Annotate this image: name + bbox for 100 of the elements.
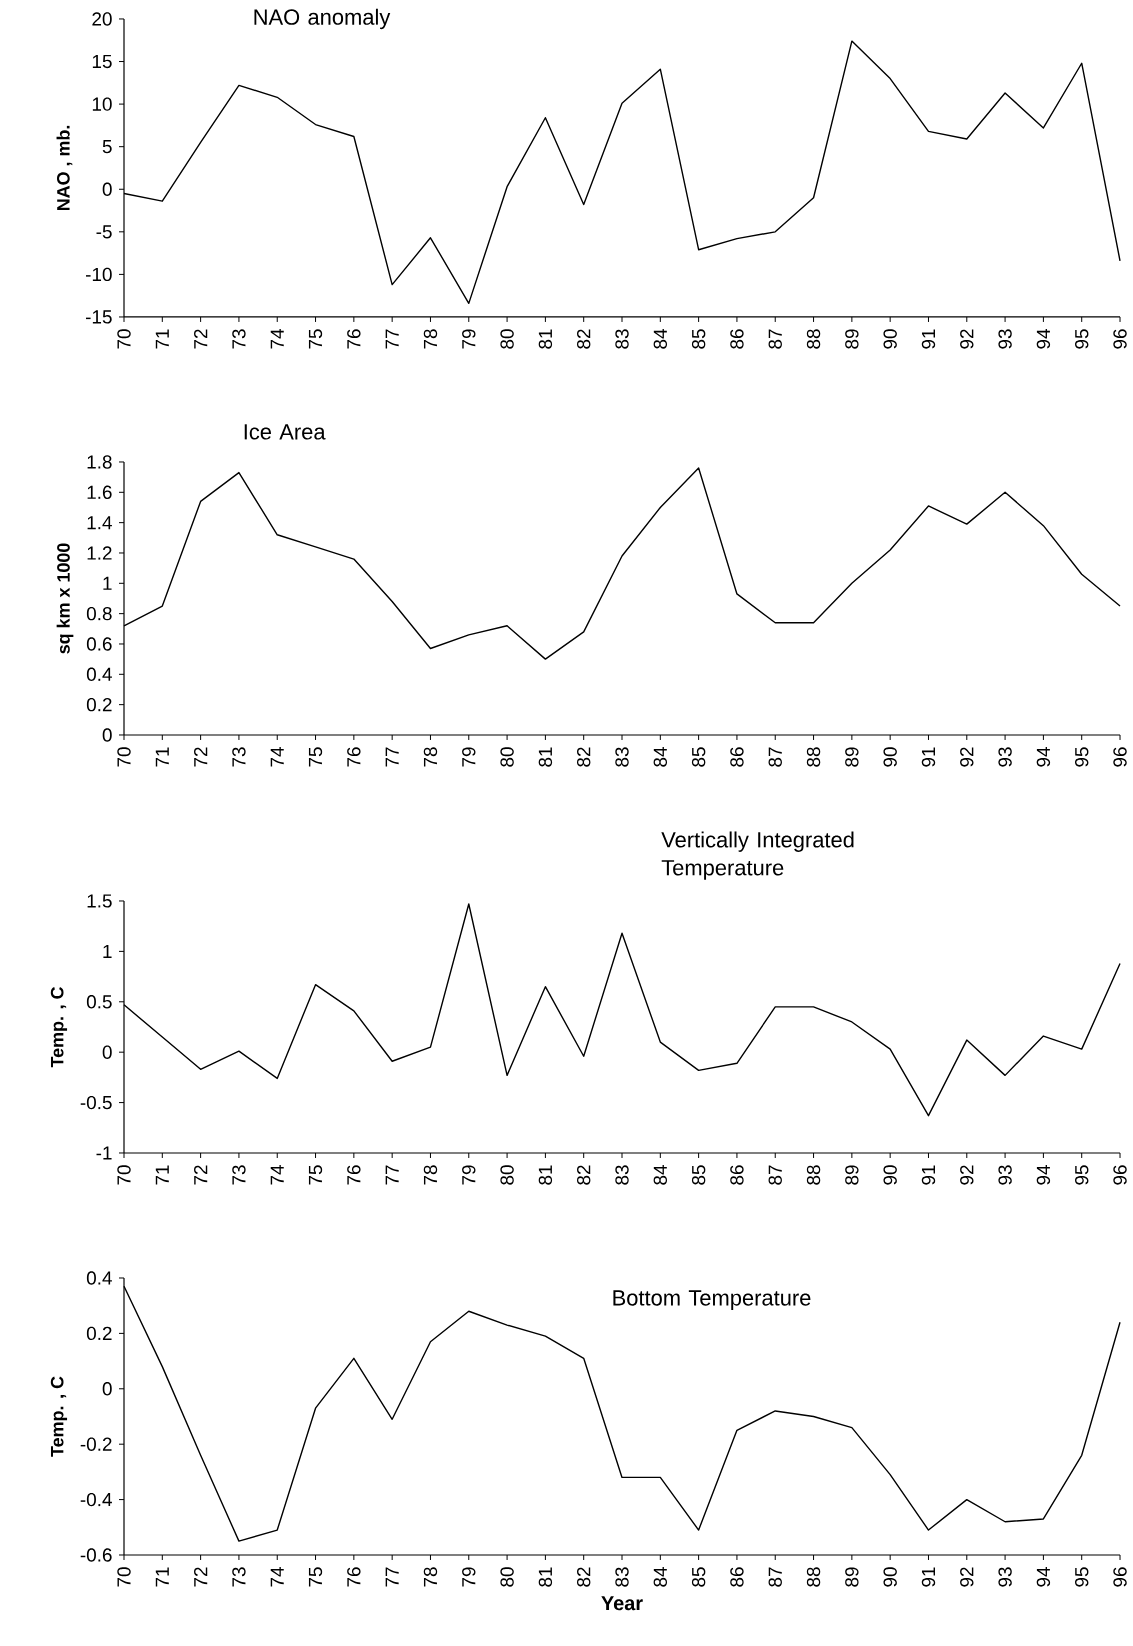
- x-tick-label: 70: [117, 747, 131, 767]
- x-tick-label: 73: [232, 1165, 246, 1185]
- y-tick-label: -0.2: [80, 1437, 112, 1451]
- x-tick-label: 89: [845, 329, 859, 349]
- y-tick-label: 0.6: [86, 637, 112, 651]
- y-tick-label: -0.6: [80, 1548, 112, 1562]
- x-tick-label: 86: [730, 329, 744, 349]
- x-tick-label: 90: [883, 1567, 897, 1587]
- y-tick-label: 1: [103, 944, 112, 958]
- x-tick-label: 79: [462, 747, 476, 767]
- x-tick-label: 76: [347, 1567, 361, 1587]
- x-tick-label: 74: [270, 747, 284, 767]
- x-tick-label: 76: [347, 1165, 361, 1185]
- x-tick-label: 93: [998, 1567, 1012, 1587]
- x-tick-label: 83: [615, 1567, 629, 1587]
- x-tick-label: 95: [1075, 329, 1089, 349]
- x-tick-label: 86: [730, 1165, 744, 1185]
- x-tick-label: 71: [155, 1165, 169, 1185]
- text: Bottom Temperature: [613, 1290, 811, 1310]
- x-tick-label: 82: [577, 747, 591, 767]
- y-tick-label: 10: [92, 97, 112, 111]
- x-tick-label: 89: [845, 1567, 859, 1587]
- x-tick-label: 86: [730, 1567, 744, 1587]
- y-tick-label: -0.5: [80, 1095, 112, 1110]
- y-axis-title: Temp. , C: [50, 986, 68, 1068]
- y-axis-title: NAO , mb.: [56, 125, 73, 211]
- y-axis-title: Temp. , C: [50, 1376, 68, 1457]
- y-tick-label: 0.5: [86, 995, 112, 1009]
- x-tick-label: 88: [806, 747, 821, 767]
- x-tick-label: 84: [653, 1165, 668, 1185]
- y-tick-label: 1.8: [87, 455, 112, 469]
- x-tick-label: 84: [653, 1567, 668, 1587]
- x-tick-label: 77: [385, 1165, 399, 1185]
- y-tick-label: 0.2: [86, 1326, 112, 1341]
- x-tick-label: 92: [960, 747, 974, 767]
- x-tick-label: 80: [500, 1165, 514, 1185]
- x-tick-label: 72: [194, 329, 208, 349]
- x-tick-label: 79: [462, 329, 476, 349]
- x-tick-label: 95: [1075, 747, 1089, 767]
- x-tick-label: 92: [960, 1567, 974, 1587]
- x-tick-label: 83: [615, 747, 629, 767]
- x-tick-label: 85: [691, 1165, 706, 1185]
- x-tick-label: 96: [1113, 1165, 1127, 1185]
- y-tick-label: -0.4: [80, 1492, 112, 1507]
- x-tick-label: 96: [1113, 747, 1127, 767]
- x-tick-label: 82: [577, 1567, 591, 1587]
- x-tick-label: 72: [194, 747, 208, 767]
- x-tick-label: 85: [691, 747, 706, 767]
- x-tick-label: 87: [768, 1165, 782, 1185]
- x-tick-label: 93: [998, 747, 1012, 767]
- x-tick-label: 79: [462, 1165, 476, 1185]
- x-tick-label: 87: [768, 747, 782, 767]
- y-tick-label: 0: [102, 1045, 112, 1059]
- x-tick-label: 92: [960, 329, 974, 349]
- y-tick-label: 1.4: [87, 516, 112, 530]
- x-tick-label: 74: [270, 1165, 284, 1185]
- x-tick-label: 88: [806, 1165, 821, 1185]
- x-tick-label: 84: [653, 329, 668, 349]
- chart-title: NAO anomaly: [254, 8, 391, 30]
- x-tick-label: 77: [385, 329, 399, 349]
- y-tick-label: 0: [102, 728, 112, 742]
- y-tick-label: 20: [92, 12, 112, 26]
- x-tick-label: 70: [117, 1567, 131, 1587]
- x-tick-label: 80: [500, 1567, 514, 1587]
- x-tick-label: 96: [1113, 1567, 1127, 1587]
- x-tick-label: 91: [921, 747, 936, 767]
- chart-title: Ice Area: [244, 424, 326, 440]
- x-tick-label: 89: [845, 747, 859, 767]
- x-tick-label: 75: [308, 329, 323, 349]
- x-tick-label: 75: [308, 1165, 323, 1185]
- x-tick-label: 91: [921, 329, 936, 349]
- x-tick-label: 70: [117, 1165, 131, 1185]
- y-tick-label: 1.6: [87, 485, 112, 500]
- x-tick-label: 74: [270, 1567, 284, 1587]
- y-tick-label: 1: [103, 576, 112, 590]
- x-tick-label: 81: [538, 1165, 553, 1185]
- x-tick-label: 71: [155, 1567, 169, 1587]
- y-tick-label: 1.5: [87, 894, 112, 908]
- x-tick-label: 94: [1036, 747, 1051, 767]
- y-tick-label: -10: [85, 267, 112, 282]
- x-tick-label: 79: [462, 1567, 476, 1587]
- x-tick-label: 70: [117, 329, 131, 349]
- x-tick-label: 73: [232, 1567, 246, 1587]
- x-tick-label: 85: [691, 329, 706, 349]
- x-tick-label: 73: [232, 747, 246, 767]
- x-tick-label: 81: [538, 747, 553, 767]
- x-tick-label: 96: [1113, 329, 1127, 349]
- x-tick-label: 93: [998, 1165, 1012, 1185]
- x-tick-label: 80: [500, 329, 514, 349]
- x-tick-label: 72: [194, 1165, 208, 1185]
- y-tick-label: 0.4: [86, 1271, 112, 1285]
- chart-title: Vertically Integrated Temperature: [661, 831, 854, 880]
- x-tick-label: 87: [768, 329, 782, 349]
- x-tick-label: 78: [423, 747, 438, 767]
- x-tick-label: 75: [308, 1567, 323, 1587]
- x-tick-label: 87: [768, 1567, 782, 1587]
- x-tick-label: 90: [883, 747, 897, 767]
- x-tick-label: 93: [998, 329, 1012, 349]
- y-tick-label: 0.8: [86, 606, 112, 621]
- y-tick-label: -15: [85, 310, 112, 324]
